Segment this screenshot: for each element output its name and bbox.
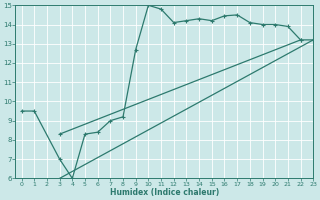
X-axis label: Humidex (Indice chaleur): Humidex (Indice chaleur): [110, 188, 219, 197]
